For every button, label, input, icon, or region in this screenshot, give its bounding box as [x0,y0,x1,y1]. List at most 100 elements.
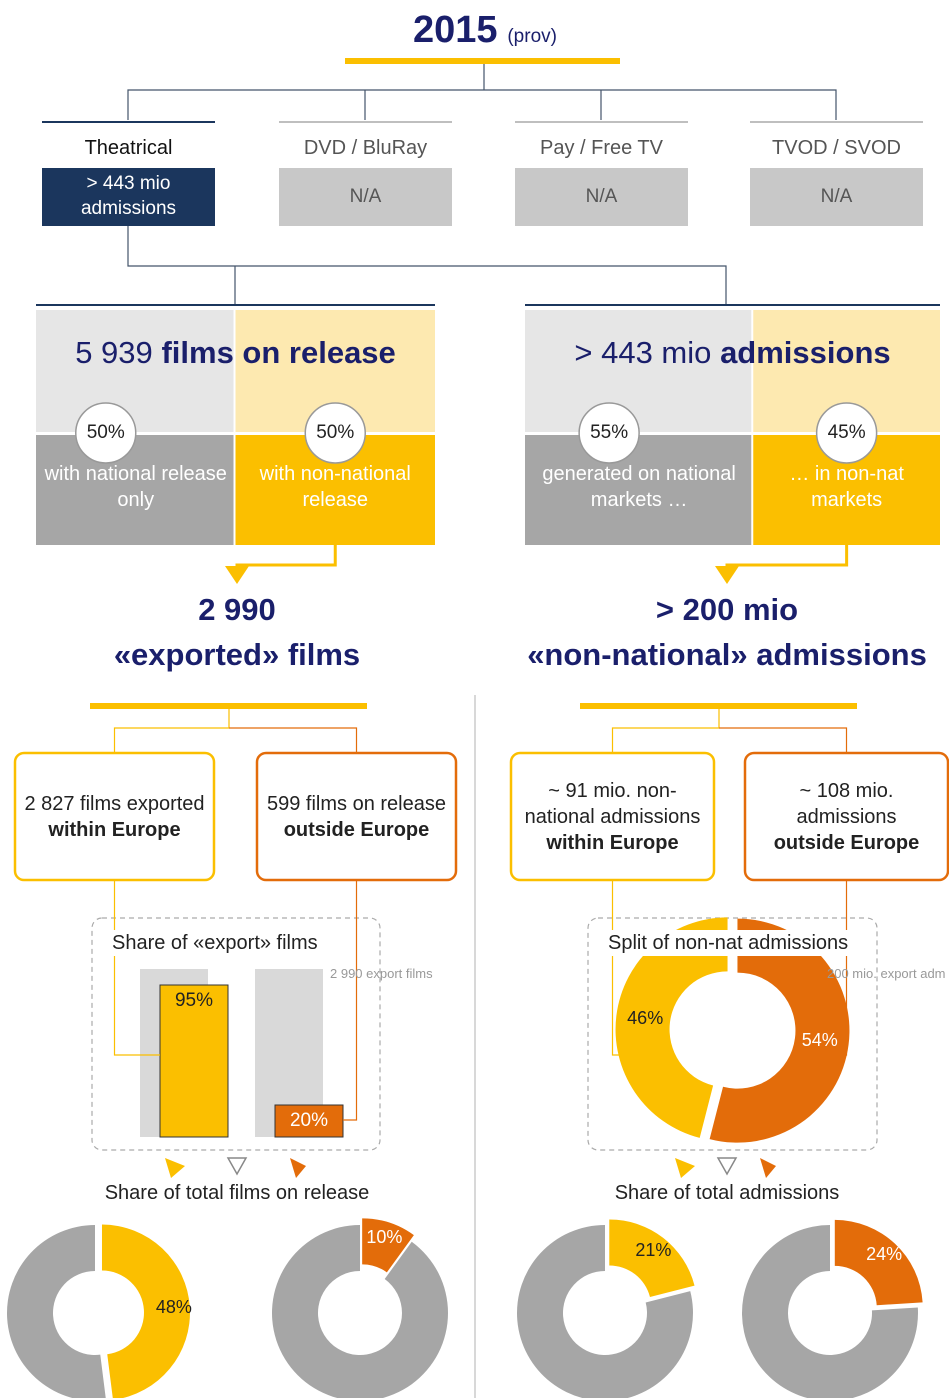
panel-label: admissions [720,335,891,370]
note: (prov) [507,26,557,47]
channel-rule [279,121,452,123]
part-text: generated on national markets … [542,463,736,511]
channel-value: N/A [820,185,853,207]
part-label: 50% [316,422,355,443]
result-label: «non-national» admissions [527,637,927,672]
donut-segment [834,1219,923,1306]
donut-label: 21% [635,1239,672,1260]
connector [127,89,837,120]
part-box [525,435,752,545]
donut-segment [615,917,728,1138]
channel-value: > 443 mio admissions [80,173,177,219]
channel-box [279,168,452,226]
channel-box [750,168,923,226]
bar [274,1104,344,1138]
channel-rule [515,121,688,123]
part-text: … in non-nat markets [789,463,904,511]
bar [159,984,229,1138]
destination-bold: within Europe [48,818,181,841]
channel-name: Pay / Free TV [539,137,663,159]
panel-title: > 443 mio admissions [525,333,940,373]
part-text: with non-national release [259,463,411,511]
share-title: Share of «export» films [112,930,318,956]
destination-desc: 599 films on release [267,792,446,815]
donut-label: 10% [366,1226,403,1247]
part-circle [578,402,640,464]
destination-text: ~ 91 mio. non-national admissions within … [517,753,708,880]
connector [611,709,720,752]
pointer [290,1158,306,1178]
connector [235,545,337,572]
down-marker [226,1157,248,1176]
destination-bold: outside Europe [283,818,430,841]
channel-value: N/A [585,185,618,207]
down-marker [716,1157,738,1176]
donut-label: 54% [801,1030,838,1051]
arrow-head [225,566,249,584]
donut-rest [742,1225,918,1398]
result-figure: 2 990 [198,592,276,627]
pointer [675,1158,695,1178]
arrow-head [715,566,739,584]
connector [725,545,849,572]
share-note: 200 mio. export adm [827,966,946,981]
channel-rule [750,121,923,123]
part-circle [815,402,878,464]
donut-segment [609,1219,695,1298]
donut-rest [272,1225,448,1398]
pointer [760,1158,776,1178]
channel-name: TVOD / SVOD [772,137,901,159]
channel-rule [42,121,215,123]
part-text: with national release only [44,463,227,511]
channel-box [515,168,688,226]
donut-label: 24% [866,1244,903,1265]
connector [127,226,727,305]
part-label: 55% [590,422,629,443]
connector [343,880,358,1121]
part-top [36,310,234,432]
destination-desc: 2 827 films exported [24,792,205,815]
part-circle [75,402,137,464]
header: 2015 (prov) [300,6,670,55]
bar-label: 20% [289,1110,329,1131]
part-label: 50% [86,422,125,443]
connector [229,727,358,752]
destination-text: 2 827 films exported within Europe [21,753,208,880]
donut-rest [517,1225,693,1398]
destination-bold: outside Europe [773,831,920,854]
part-box [36,435,234,545]
result-figure: > 200 mio [655,592,799,627]
donut-segment [101,1224,190,1398]
donut-label: 48% [155,1297,192,1318]
connector [719,727,848,752]
donut-segment [709,918,850,1143]
donut-label: 46% [627,1007,664,1028]
part-circle [304,402,366,464]
header-bar [345,58,620,64]
result-bar [90,703,367,709]
share-frame [91,917,381,1151]
panel-title: 5 939 films on release [36,333,435,373]
share-note: 2 990 export films [330,966,433,981]
destination-text: ~ 108 mio. admissions outside Europe [751,753,942,880]
bar-label: 95% [174,990,214,1011]
panel-label: films on release [161,335,396,370]
result-bar [580,703,857,709]
share-frame [587,917,878,1151]
part-top [525,310,752,432]
donut-rest [7,1225,106,1398]
year: 2015 [413,9,498,51]
panel-figure: 5 939 [75,335,153,370]
result-label: «exported» films [113,637,361,672]
pointer [165,1158,185,1178]
panel-rule [36,304,435,306]
destination-bold: within Europe [546,831,679,854]
channel-box [42,168,215,226]
channel-name: Theatrical [84,137,173,159]
channel-name: DVD / BluRay [303,137,428,159]
share-title: Split of non-nat admissions [608,930,849,956]
panel-rule [525,304,940,306]
destination-desc: ~ 108 mio. admissions [796,779,897,828]
